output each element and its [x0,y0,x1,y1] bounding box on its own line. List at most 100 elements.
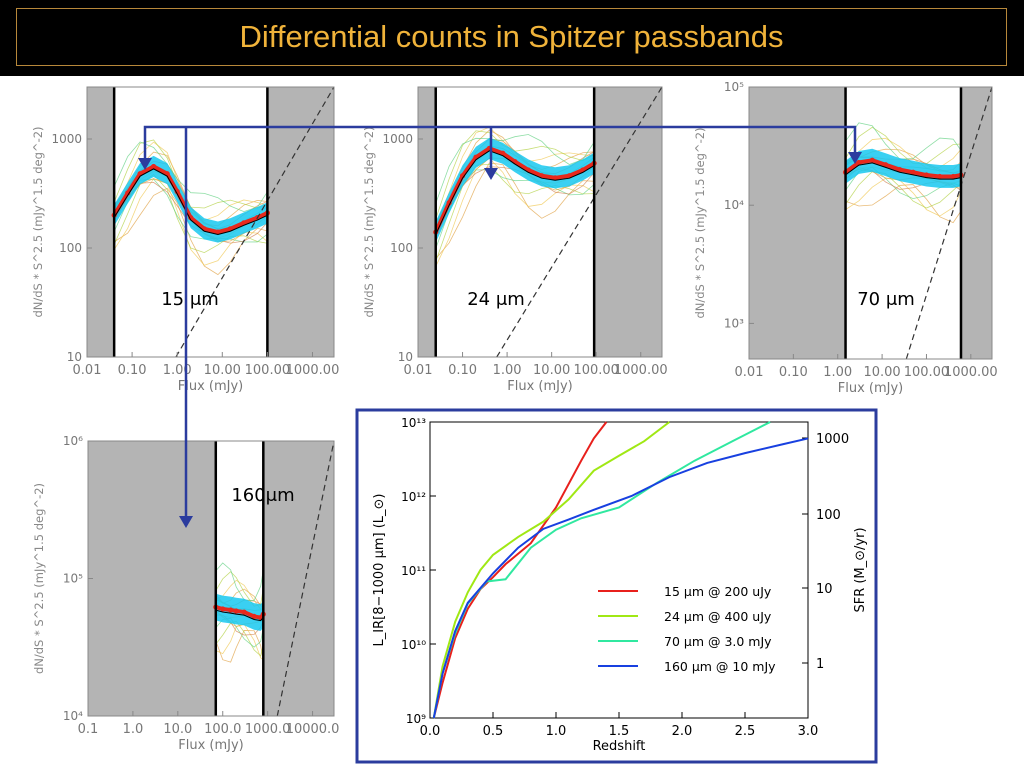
series-line [432,437,809,719]
model-line [215,630,264,663]
series-line [432,421,671,719]
x-tick-label: 0.01 [404,363,433,378]
x-tick-label: 1000.00 [286,363,340,378]
x-tick-label: 3.0 [798,724,819,739]
y2-tick-label: 1000 [816,432,849,447]
series-line [432,421,608,719]
median-line [844,158,962,179]
panel-label-24: 24 μm [467,289,525,310]
x-tick-label: 1.00 [823,365,852,380]
data-point [566,173,572,179]
y2-tick-label: 100 [816,508,841,523]
data-point [950,173,956,180]
model-line [845,171,962,209]
data-point [241,609,247,615]
y-tick-label: 1000 [51,132,82,146]
y-tick-label: 10 [398,350,413,364]
excluded-region-right [960,87,992,359]
legend-label: 24 μm @ 400 uJy [664,609,772,624]
data-point [241,220,247,226]
excluded-region-right [263,441,334,716]
data-point [251,613,257,620]
x-tick-label: 10.00 [863,365,900,380]
slide-title: Differential counts in Spitzer passbands [239,19,784,54]
inset-frame [355,408,878,764]
x-tick-label: 0.5 [483,724,504,739]
excluded-region-left [749,87,846,359]
y-tick-label: 10⁵ [63,572,83,586]
data-point [937,173,943,180]
x-tick-label: 10000.0 [286,722,340,737]
y-axis-label: L_IR[8−1000 μm] (L_⊙) [372,494,387,647]
model-line [113,141,268,213]
euclidean-line [175,86,335,358]
y-tick-label: 100 [59,241,82,255]
data-point [174,188,180,195]
excluded-region-right [594,87,662,357]
x-tick-label: 2.0 [672,724,693,739]
x-tick-label: 0.0 [420,724,441,739]
y-tick-label: 10⁹ [406,712,426,726]
plot-frame [86,86,335,358]
panel-label-70: 70 μm [857,289,915,310]
x-tick-label: 1.5 [609,724,630,739]
y-tick-label: 100 [390,241,413,255]
y-tick-label: 10¹⁰ [401,638,426,652]
best-fit-line [215,609,264,622]
data-point [910,169,916,175]
excluded-region-right [267,87,334,357]
excluded-region-left [418,87,436,357]
x-tick-label: 0.01 [735,365,764,380]
x-tick-label: 100.00 [573,363,619,378]
y-tick-label: 10⁵ [724,80,744,94]
y-axis-label: dN/dS * S^2.5 (mJy^1.5 deg^-2) [693,127,707,318]
y-tick-label: 10¹³ [401,416,426,430]
euclidean-line [496,86,663,358]
euclidean-line [905,86,993,360]
x-axis-label: Flux (mJy) [507,379,573,394]
y-axis-label: dN/dS * S^2.5 (mJy^1.5 deg^-2) [32,483,46,674]
model-line [845,126,962,165]
excluded-region-left [87,87,115,357]
x-tick-label: 100.00 [904,365,950,380]
plot-frame [417,86,663,358]
connector-arrows [138,125,862,528]
x-tick-label: 1.00 [493,363,522,378]
arrowhead [179,516,193,528]
x-tick-label: 1.0 [546,724,567,739]
model-line [435,134,595,204]
model-line [215,562,264,601]
y-tick-label: 10⁶ [63,434,83,448]
best-fit-line [113,168,268,236]
data-point [897,167,903,173]
data-point [923,172,930,178]
slide-title-frame: Differential counts in Spitzer passbands [16,8,1007,66]
arrowhead [484,168,498,180]
x-tick-label: 0.10 [448,363,477,378]
model-line [845,177,962,217]
x-tick-label: 0.01 [73,363,102,378]
data-point [869,157,875,163]
y-axis-label: dN/dS * S^2.5 (mJy^1.5 deg^-2) [362,126,376,317]
best-fit-line [435,150,595,235]
data-point [883,162,889,168]
panel-label-15: 15 μm [161,289,219,310]
x-tick-label: 0.10 [779,365,808,380]
data-point [552,175,558,181]
x-tick-label: 10.0 [163,722,192,737]
x-tick-label: 0.10 [118,363,147,378]
x-tick-label: 10.00 [204,363,241,378]
data-point [227,226,233,232]
x-axis-label: Flux (mJy) [178,379,244,394]
x-tick-label: 1000.00 [944,365,998,380]
x-tick-label: 1000.00 [614,363,668,378]
model-line [845,122,962,160]
model-line [845,137,962,169]
x-tick-label: 10.00 [533,363,570,378]
plot-frame [748,86,993,360]
